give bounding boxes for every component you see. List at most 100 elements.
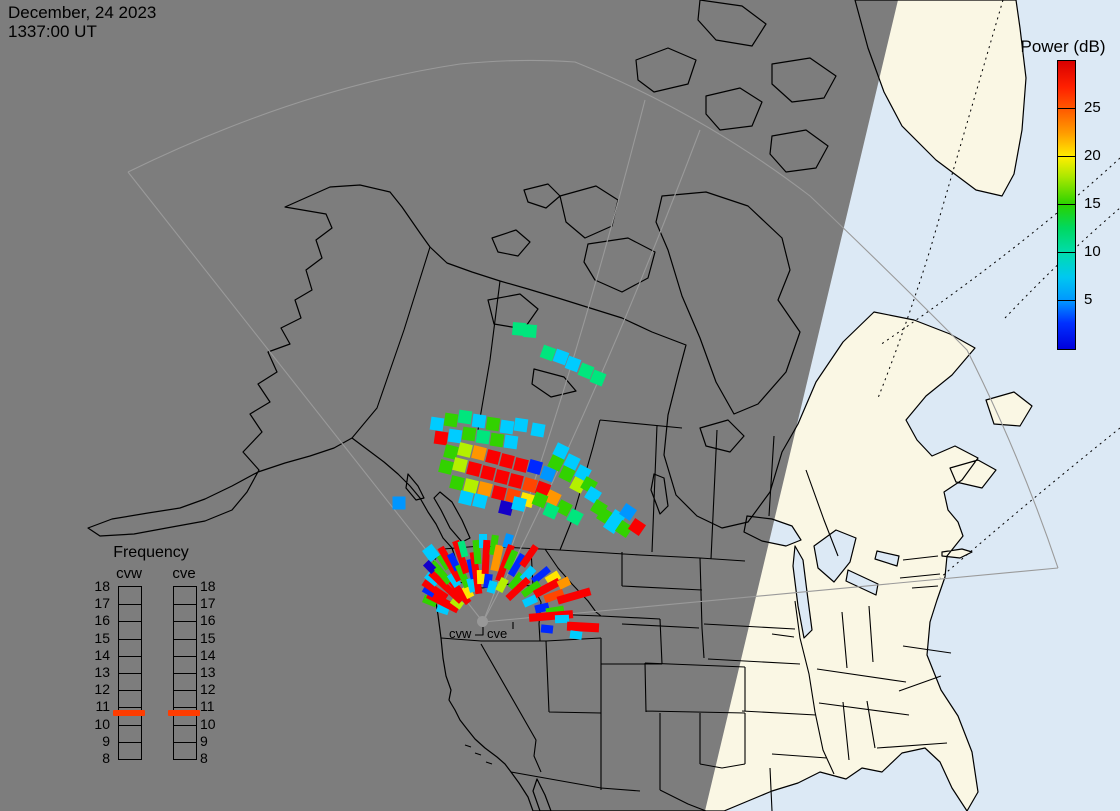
frequency-ladder-rung	[174, 638, 196, 640]
frequency-ladder-rung	[119, 690, 141, 692]
colorbar-divider	[1057, 204, 1076, 205]
radar-cell	[480, 465, 496, 481]
station-label-cvw: cvw	[449, 626, 472, 641]
colorbar-divider	[1057, 252, 1076, 253]
fov-right-edge	[482, 567, 1059, 623]
radar-cell	[489, 432, 505, 448]
frequency-column-label-cvw: cvw	[116, 565, 142, 582]
frequency-ladder-rung	[174, 673, 196, 674]
radar-cell	[485, 449, 501, 465]
frequency-ladder-rung	[119, 621, 141, 623]
radar-cell	[475, 429, 491, 445]
frequency-scale-label: 8	[102, 750, 110, 766]
radar-cell	[429, 416, 445, 432]
time-line: 1337:00 UT	[8, 22, 97, 41]
colorbar-tick-label: 25	[1084, 99, 1101, 116]
radar-cell	[511, 496, 527, 512]
radar-cell	[452, 457, 468, 473]
radar-cell	[471, 445, 487, 461]
radar-cell	[466, 461, 482, 477]
frequency-ladder-rung	[119, 604, 141, 606]
frequency-ladder-rung	[119, 655, 141, 657]
radar-cell	[627, 517, 647, 537]
frequency-scale-label: 9	[200, 732, 208, 749]
frequency-column-label-cve: cve	[172, 565, 196, 582]
fov-left-edge	[127, 171, 484, 623]
colorbar-title: Power (dB)	[1020, 37, 1106, 56]
radar-cell	[508, 473, 524, 489]
colorbar-divider	[1057, 108, 1076, 109]
radar-cell	[443, 412, 459, 428]
frequency-scale-label: 15	[94, 629, 110, 646]
frequency-legend-title: Frequency	[113, 544, 189, 561]
frequency-ladder-rung	[174, 741, 196, 743]
frequency-ladder-rung	[119, 638, 141, 640]
frequency-ladder-rung	[119, 724, 141, 726]
frequency-scale-label: 16	[94, 612, 110, 629]
frequency-ladder-rung	[119, 741, 141, 743]
frequency-scale-label: 12	[200, 681, 216, 698]
radar-cell	[499, 419, 515, 435]
colorbar-divider	[1057, 156, 1076, 157]
radar-cell	[461, 426, 477, 442]
date-line: December, 24 2023	[8, 3, 157, 22]
power-colorbar	[1057, 60, 1076, 350]
frequency-ladder-rung	[174, 724, 196, 726]
colorbar-tick-label: 10	[1084, 243, 1101, 260]
frequency-scale-label: 15	[200, 629, 216, 646]
frequency-scale-label: 14	[94, 646, 110, 663]
frequency-scale-label: 13	[94, 664, 110, 680]
colorbar-tick-label: 20	[1084, 147, 1101, 164]
radar-cell	[530, 422, 546, 438]
frequency-ladder	[173, 586, 197, 760]
frequency-ladder-rung	[174, 690, 196, 692]
radar-cell	[522, 323, 538, 339]
radar-cell	[494, 469, 510, 485]
frequency-scale-label: 14	[200, 646, 216, 663]
frequency-scale-label: 17	[200, 595, 216, 612]
frequency-scale-label: 10	[94, 715, 110, 732]
station-label-cve: cve	[487, 626, 508, 641]
colorbar-divider	[1057, 300, 1076, 301]
frequency-scale-label: 17	[94, 595, 110, 612]
frequency-ladder-rung	[174, 707, 196, 709]
radar-cell	[392, 496, 406, 510]
radar-cell	[472, 493, 488, 509]
radar-beam	[540, 624, 554, 634]
colorbar-tick-label: 15	[1084, 195, 1101, 212]
geomagnetic-dotted-lines	[877, 0, 1120, 579]
frequency-ladder-rung	[174, 655, 196, 657]
radar-cell	[499, 453, 515, 469]
colorbar-tick-label: 5	[1084, 291, 1093, 308]
frequency-scale-label: 10	[200, 715, 216, 732]
radar-cell	[503, 434, 519, 450]
radar-cell	[457, 409, 473, 425]
frequency-marker	[168, 710, 200, 717]
frequency-ladder	[118, 586, 142, 760]
radar-beam	[569, 630, 583, 640]
frequency-marker	[113, 710, 145, 717]
frequency-scale-label: 18	[200, 578, 216, 594]
fov-outer-arc	[127, 59, 1059, 569]
frequency-ladder-rung	[174, 604, 196, 606]
radar-cell	[589, 369, 607, 387]
radar-cell	[513, 417, 529, 433]
frequency-ladder-rung	[119, 707, 141, 709]
frequency-ladder-rung	[174, 621, 196, 623]
datetime-label: December, 24 2023 1337:00 UT	[8, 3, 156, 41]
frequency-scale-label: 9	[102, 732, 110, 749]
frequency-scale-label: 12	[94, 681, 110, 698]
radar-cell	[471, 413, 487, 429]
radar-site-dot	[477, 616, 488, 627]
frequency-scale-label: 11	[200, 698, 215, 715]
frequency-ladder-rung	[119, 673, 141, 674]
frequency-scale-label: 18	[94, 578, 110, 594]
frequency-scale-label: 13	[200, 664, 216, 680]
frequency-scale-label: 11	[95, 698, 110, 715]
frequency-scale-label: 16	[200, 612, 216, 629]
frequency-scale-label: 8	[200, 750, 208, 766]
radar-cell	[438, 459, 454, 475]
